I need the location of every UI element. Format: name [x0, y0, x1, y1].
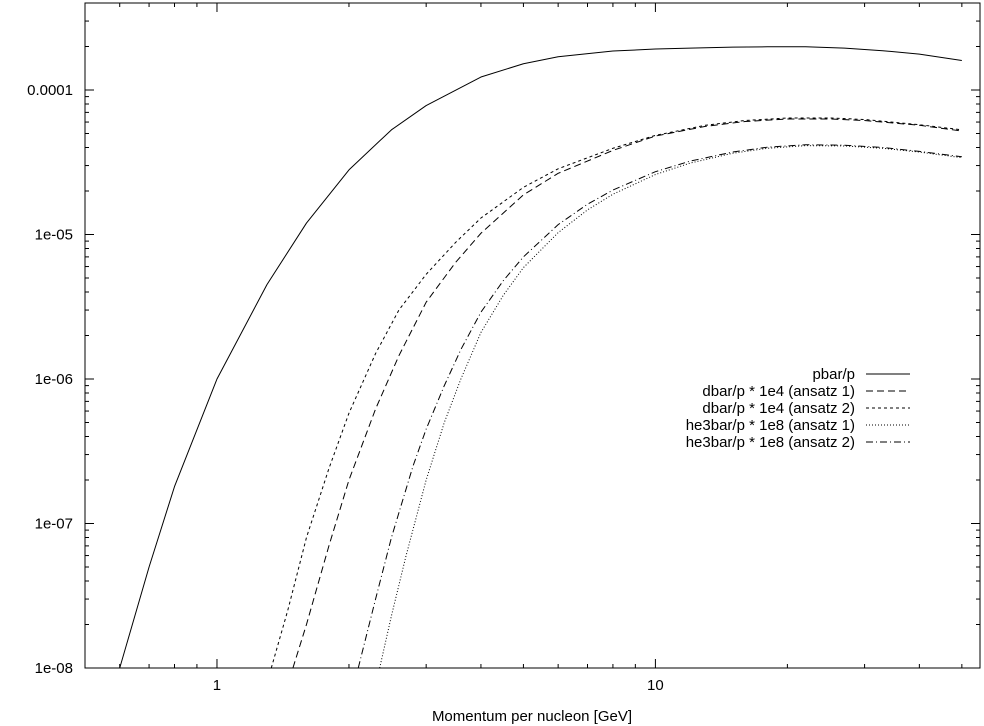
- legend-label: he3bar/p * 1e8 (ansatz 2): [686, 434, 855, 451]
- legend-label: he3bar/p * 1e8 (ansatz 1): [686, 417, 855, 434]
- y-tick-label: 1e-05: [35, 226, 73, 243]
- series-line-4: [379, 145, 962, 668]
- x-tick-label: 1: [213, 677, 221, 694]
- series-line-3: [270, 117, 962, 668]
- x-axis-title: Momentum per nucleon [GeV]: [432, 708, 632, 725]
- series-line-2: [292, 118, 962, 668]
- y-tick-label: 1e-08: [35, 660, 73, 677]
- legend-label: pbar/p: [812, 366, 855, 383]
- y-tick-label: 1e-07: [35, 515, 73, 532]
- ticks-layer: 1e-08 1e-07 1e-06 1e-05 0.0001 1 10: [27, 3, 980, 694]
- y-tick-label: 0.0001: [27, 82, 73, 99]
- plot-frame: [84, 2, 981, 669]
- series-line-5: [357, 144, 962, 668]
- series-layer: [119, 46, 962, 668]
- legend-label: dbar/p * 1e4 (ansatz 2): [702, 400, 855, 417]
- legend-label: dbar/p * 1e4 (ansatz 1): [702, 383, 855, 400]
- x-tick-label: 10: [647, 677, 664, 694]
- series-line-1: [119, 46, 962, 668]
- y-tick-label: 1e-06: [35, 371, 73, 388]
